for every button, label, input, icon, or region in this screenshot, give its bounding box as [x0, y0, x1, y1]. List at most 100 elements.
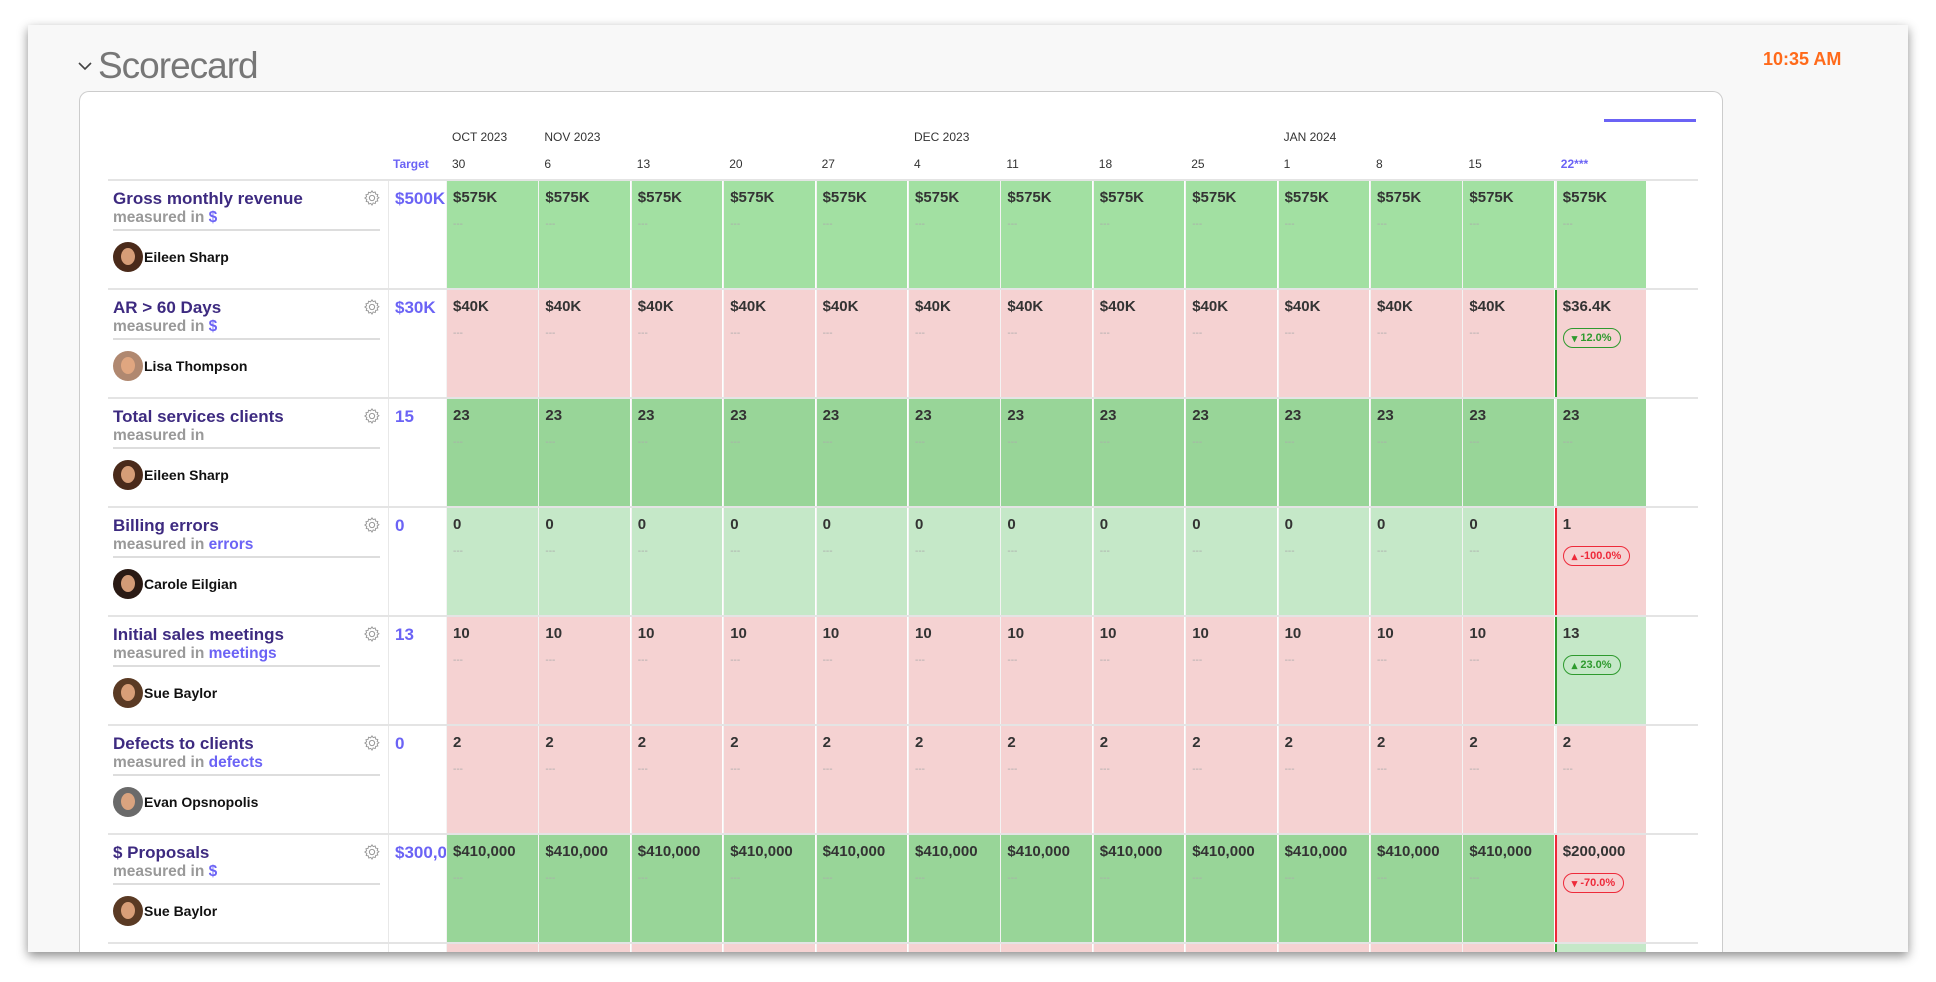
- unit-link[interactable]: $: [208, 863, 218, 880]
- owner[interactable]: Sue Baylor: [113, 678, 217, 708]
- week-cell[interactable]: 10 ---: [1370, 617, 1462, 726]
- current-week-cell[interactable]: 2 ---: [1554, 726, 1647, 835]
- week-label[interactable]: 13: [636, 157, 651, 171]
- unit-link[interactable]: defects: [208, 754, 263, 771]
- week-cell[interactable]: 0 ---: [723, 508, 815, 617]
- week-cell[interactable]: 2 ---: [630, 726, 723, 835]
- week-cell[interactable]: 23 ---: [1092, 399, 1185, 508]
- current-week-cell[interactable]: 23 ---: [1554, 399, 1647, 508]
- owner[interactable]: Sue Baylor: [113, 896, 217, 926]
- week-cell[interactable]: 2 ---: [1370, 726, 1462, 835]
- week-cell[interactable]: $40K ---: [723, 290, 815, 399]
- target-value[interactable]: $500K: [395, 189, 446, 208]
- week-cell[interactable]: 10 ---: [723, 617, 815, 726]
- week-cell[interactable]: $410,000 ---: [1185, 835, 1277, 944]
- week-cell[interactable]: 0 ---: [1092, 508, 1185, 617]
- week-cell[interactable]: $575K ---: [538, 181, 630, 290]
- week-label[interactable]: 6: [544, 157, 552, 171]
- week-cell[interactable]: $40K ---: [446, 290, 538, 399]
- week-label[interactable]: 15: [1468, 157, 1482, 171]
- metric-name[interactable]: Defects to clients: [113, 734, 254, 753]
- unit-link[interactable]: meetings: [208, 645, 277, 662]
- week-cell[interactable]: $410,000 ---: [630, 835, 723, 944]
- week-cell[interactable]: $40K ---: [1000, 290, 1092, 399]
- week-cell[interactable]: 23 ---: [1462, 399, 1554, 508]
- week-cell[interactable]: $410,000 ---: [1462, 835, 1554, 944]
- week-cell[interactable]: [723, 944, 815, 952]
- week-cell[interactable]: 0 ---: [815, 508, 908, 617]
- week-label[interactable]: 8: [1376, 157, 1383, 171]
- week-cell[interactable]: 0 ---: [908, 508, 1000, 617]
- scorecard-section-header[interactable]: Scorecard: [78, 45, 259, 87]
- week-cell[interactable]: [446, 944, 538, 952]
- week-cell[interactable]: $410,000 ---: [908, 835, 1000, 944]
- week-cell[interactable]: [815, 944, 908, 952]
- gear-icon[interactable]: [363, 407, 381, 425]
- week-cell[interactable]: $575K ---: [446, 181, 538, 290]
- week-cell[interactable]: [538, 944, 630, 952]
- week-label[interactable]: 25: [1191, 157, 1205, 171]
- unit-link[interactable]: $: [208, 318, 218, 335]
- owner[interactable]: Carole Eilgian: [113, 569, 237, 599]
- metric-name[interactable]: Billing errors: [113, 516, 219, 535]
- unit-link[interactable]: $: [208, 209, 218, 226]
- week-cell[interactable]: 0 ---: [1277, 508, 1370, 617]
- metric-name[interactable]: Initial sales meetings: [113, 625, 285, 644]
- target-value[interactable]: 15: [395, 407, 414, 426]
- week-cell[interactable]: [1000, 944, 1092, 952]
- week-cell[interactable]: $40K ---: [1462, 290, 1554, 399]
- week-cell[interactable]: 2 ---: [446, 726, 538, 835]
- week-cell[interactable]: $575K ---: [908, 181, 1000, 290]
- week-cell[interactable]: $575K ---: [1370, 181, 1462, 290]
- week-cell[interactable]: [1092, 944, 1185, 952]
- week-cell[interactable]: $410,000 ---: [1370, 835, 1462, 944]
- gear-icon[interactable]: [363, 843, 381, 861]
- current-week-cell[interactable]: [1554, 944, 1647, 952]
- target-value[interactable]: 0: [395, 734, 405, 753]
- week-cell[interactable]: 10 ---: [815, 617, 908, 726]
- gear-icon[interactable]: [363, 189, 381, 207]
- week-cell[interactable]: $40K ---: [1092, 290, 1185, 399]
- week-cell[interactable]: 10 ---: [1277, 617, 1370, 726]
- week-cell[interactable]: $575K ---: [630, 181, 723, 290]
- week-cell[interactable]: $40K ---: [538, 290, 630, 399]
- week-cell[interactable]: 2 ---: [538, 726, 630, 835]
- week-label[interactable]: 11: [1006, 157, 1019, 171]
- week-cell[interactable]: 0 ---: [446, 508, 538, 617]
- week-cell[interactable]: 2 ---: [1277, 726, 1370, 835]
- week-cell[interactable]: $40K ---: [1370, 290, 1462, 399]
- week-cell[interactable]: $575K ---: [723, 181, 815, 290]
- metric-name[interactable]: Gross monthly revenue: [113, 189, 303, 208]
- week-cell[interactable]: $410,000 ---: [538, 835, 630, 944]
- week-cell[interactable]: $40K ---: [908, 290, 1000, 399]
- gear-icon[interactable]: [363, 625, 381, 643]
- week-cell[interactable]: 10 ---: [446, 617, 538, 726]
- current-week-cell[interactable]: 13 ▴ 23.0%: [1554, 617, 1647, 726]
- week-cell[interactable]: 0 ---: [630, 508, 723, 617]
- week-cell[interactable]: $575K ---: [815, 181, 908, 290]
- gear-icon[interactable]: [363, 734, 381, 752]
- current-week-cell[interactable]: $36.4K ▾ 12.0%: [1554, 290, 1647, 399]
- chevron-down-icon[interactable]: [78, 59, 92, 73]
- week-cell[interactable]: 23 ---: [723, 399, 815, 508]
- week-cell[interactable]: $410,000 ---: [1092, 835, 1185, 944]
- week-cell[interactable]: 23 ---: [908, 399, 1000, 508]
- week-cell[interactable]: $410,000 ---: [1000, 835, 1092, 944]
- week-label[interactable]: 27: [821, 157, 835, 171]
- week-cell[interactable]: 23 ---: [630, 399, 723, 508]
- week-label[interactable]: 30: [452, 157, 466, 171]
- week-cell[interactable]: 0 ---: [1000, 508, 1092, 617]
- week-cell[interactable]: 2 ---: [1000, 726, 1092, 835]
- owner[interactable]: Evan Opsnopolis: [113, 787, 258, 817]
- week-label[interactable]: 22***: [1560, 157, 1589, 171]
- week-cell[interactable]: 23 ---: [1277, 399, 1370, 508]
- week-cell[interactable]: $575K ---: [1092, 181, 1185, 290]
- week-cell[interactable]: [908, 944, 1000, 952]
- week-cell[interactable]: 10 ---: [538, 617, 630, 726]
- week-cell[interactable]: 23 ---: [1185, 399, 1277, 508]
- week-cell[interactable]: 23 ---: [1000, 399, 1092, 508]
- week-cell[interactable]: 10 ---: [1462, 617, 1554, 726]
- week-cell[interactable]: $575K ---: [1277, 181, 1370, 290]
- week-cell[interactable]: 0 ---: [1185, 508, 1277, 617]
- week-cell[interactable]: [1185, 944, 1277, 952]
